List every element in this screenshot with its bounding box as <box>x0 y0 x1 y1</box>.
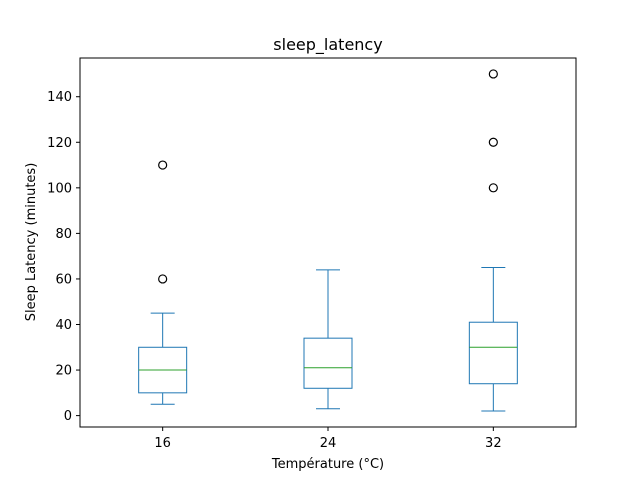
x-axis-label: Température (°C) <box>271 457 384 472</box>
y-tick-label: 100 <box>47 181 72 196</box>
x-tick-label: 32 <box>485 436 502 451</box>
outlier-point <box>488 69 498 79</box>
y-tick-label: 60 <box>55 272 72 287</box>
plot-area: 0 20 40 60 80 100 120 140 16 24 32 <box>47 57 577 451</box>
y-axis: 0 20 40 60 80 100 120 140 <box>47 90 80 424</box>
y-tick-label: 40 <box>55 318 72 333</box>
outlier-point <box>488 183 498 193</box>
y-tick-label: 120 <box>47 136 72 151</box>
chart-title: sleep_latency <box>273 35 382 55</box>
outlier-point <box>488 137 498 147</box>
x-tick-label: 16 <box>154 436 171 451</box>
axes-frame <box>79 57 577 428</box>
y-tick-label: 20 <box>55 364 72 379</box>
x-axis: 16 24 32 <box>154 427 502 451</box>
y-tick-label: 140 <box>47 90 72 105</box>
box <box>468 321 518 385</box>
box <box>303 337 353 389</box>
y-tick-label: 0 <box>64 409 72 424</box>
box-group-16 <box>138 160 188 405</box>
outlier-point <box>158 274 168 284</box>
box-series <box>138 69 518 412</box>
y-axis-label: Sleep Latency (minutes) <box>24 163 39 322</box>
x-tick-label: 24 <box>320 436 337 451</box>
box-group-24 <box>303 269 353 410</box>
box-group-32 <box>468 69 518 412</box>
y-tick-label: 80 <box>55 227 72 242</box>
outlier-point <box>158 160 168 170</box>
